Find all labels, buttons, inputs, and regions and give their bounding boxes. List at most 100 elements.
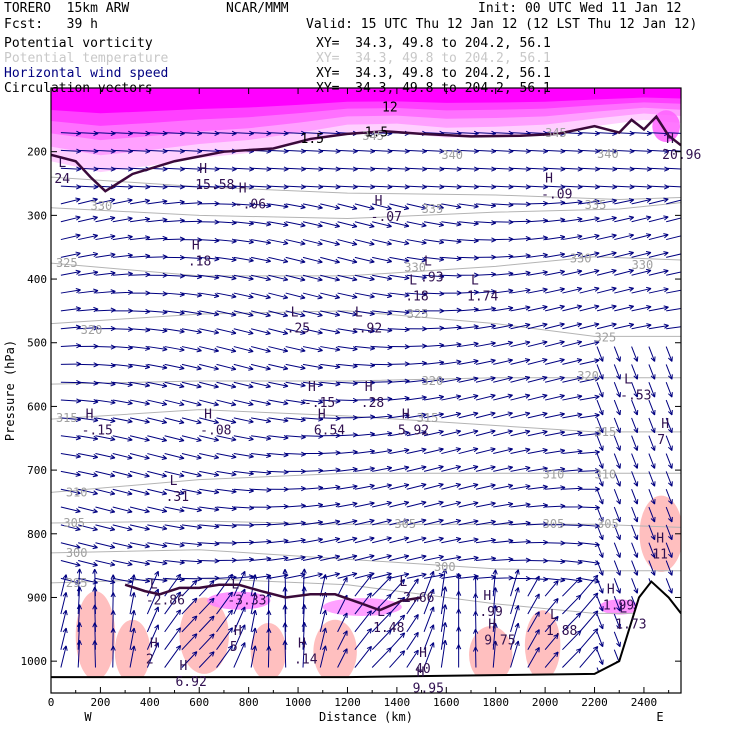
circulation-vector-316 [545, 269, 566, 276]
circulation-vector-576 [60, 416, 82, 422]
y-tick-label-1: 300 [27, 209, 47, 222]
circulation-vector-342 [372, 292, 393, 299]
circulation-vector-477 [216, 363, 237, 371]
circulation-vector-771 [320, 502, 341, 508]
circulation-vector-678 [579, 449, 600, 455]
circulation-vector-209 [562, 216, 583, 223]
extreme-value-29: 11 [652, 548, 668, 563]
circulation-vector-761 [147, 506, 168, 514]
circulation-vector-1013 [198, 615, 215, 633]
circulation-vector-263 [251, 256, 272, 264]
extreme-value-1: 15.58 [195, 178, 234, 193]
circulation-vector-308 [406, 274, 427, 280]
circulation-vector-284 [614, 251, 634, 258]
circulation-vector-577 [78, 417, 99, 423]
circulation-vector-446 [302, 346, 323, 353]
circulation-vector-672 [475, 447, 496, 455]
extreme-value-27: 1.99 [603, 598, 634, 613]
circulation-vector-155 [251, 203, 272, 209]
y-tick-label-7: 900 [27, 591, 47, 604]
circulation-vector-236 [406, 239, 427, 245]
theta-label-9: 340 [441, 148, 463, 162]
circulation-vector-107 [666, 167, 681, 170]
circulation-vector-516 [268, 381, 289, 388]
circulation-vector-624 [268, 435, 289, 441]
circulation-vector-280 [545, 252, 566, 258]
circulation-vector-495 [527, 358, 548, 365]
circulation-vector-587 [251, 417, 272, 424]
circulation-vector-964 [544, 580, 559, 597]
circulation-vector-966 [579, 574, 599, 597]
circulation-vector-217 [78, 233, 99, 241]
circulation-vector-960 [473, 575, 479, 597]
circulation-vector-231 [320, 239, 340, 246]
circulation-vector-567 [527, 393, 548, 401]
pv-label-2: 1.5 [365, 126, 388, 141]
circulation-vector-721 [78, 488, 98, 496]
circulation-vector-538 [648, 382, 656, 398]
pv-low-blob-2 [179, 597, 229, 674]
circulation-vector-1019 [301, 604, 307, 632]
circulation-vector-778 [441, 500, 462, 508]
circulation-vector-517 [285, 381, 306, 388]
circulation-vector-145 [78, 197, 98, 205]
circulation-vector-253 [78, 251, 99, 258]
circulation-vector-1083 [266, 645, 272, 668]
circulation-vector-537 [631, 382, 639, 398]
circulation-vector-211 [596, 216, 617, 223]
circulation-vector-482 [302, 363, 323, 370]
x-tick-label-7: 1400 [384, 696, 411, 709]
circulation-vector-184 [129, 216, 151, 223]
circulation-vector-1035 [579, 610, 599, 633]
theta-label-27: 335 [585, 198, 607, 212]
circulation-vector-636 [475, 429, 496, 437]
circulation-vector-180 [60, 215, 81, 223]
circulation-vector-670 [441, 447, 462, 455]
extreme-value-4: -.09 [541, 188, 572, 203]
circulation-vector-634 [441, 429, 462, 437]
circulation-vector-810 [372, 518, 392, 526]
circulation-vector-229 [285, 239, 306, 246]
circulation-vector-994 [440, 586, 448, 615]
circulation-vector-1094 [456, 644, 462, 668]
circulation-vector-682 [648, 453, 656, 469]
theta-contour-3 [51, 310, 681, 337]
circulation-vector-1084 [282, 640, 288, 668]
circulation-vector-1090 [389, 650, 406, 668]
circulation-vector-608 [613, 417, 621, 434]
circulation-vector-367 [181, 310, 202, 316]
circulation-vector-532 [544, 375, 565, 383]
x-tick-label-2: 400 [140, 696, 160, 709]
circulation-vector-388 [545, 304, 565, 312]
circulation-vector-457 [493, 340, 514, 348]
circulation-vector-644 [613, 435, 621, 451]
circulation-vector-144 [60, 197, 81, 205]
y-tick-label-8: 1000 [21, 655, 48, 668]
circulation-vector-684 [60, 470, 81, 477]
circulation-vector-519 [320, 381, 341, 387]
circulation-vector-298 [233, 274, 254, 281]
circulation-vector-483 [320, 363, 341, 370]
circulation-vector-982 [233, 588, 246, 615]
extreme-marker-24: H [483, 589, 491, 604]
circulation-vector-307 [389, 274, 410, 281]
x-tick-label-1: 200 [90, 696, 110, 709]
pv-tropopause-contour [51, 114, 681, 193]
circulation-vector-386 [510, 305, 531, 312]
circulation-vector-875 [251, 556, 272, 562]
circulation-vector-374 [302, 310, 323, 318]
circulation-vector-215 [666, 215, 681, 223]
circulation-vector-247 [596, 233, 617, 241]
circulation-vector-547 [181, 399, 202, 407]
circulation-vector-289 [78, 270, 99, 276]
circulation-vector-199 [389, 221, 410, 228]
extreme-value-12: .28 [361, 396, 384, 411]
circulation-vector-787 [596, 506, 604, 523]
circulation-vector-788 [613, 506, 621, 523]
theta-label-15: 310 [543, 468, 565, 482]
circulation-vector-1042 [129, 627, 136, 650]
circulation-vector-953 [354, 574, 372, 597]
circulation-vector-542 [95, 399, 116, 405]
circulation-vector-580 [129, 417, 150, 424]
y-tick-label-0: 200 [27, 146, 47, 159]
